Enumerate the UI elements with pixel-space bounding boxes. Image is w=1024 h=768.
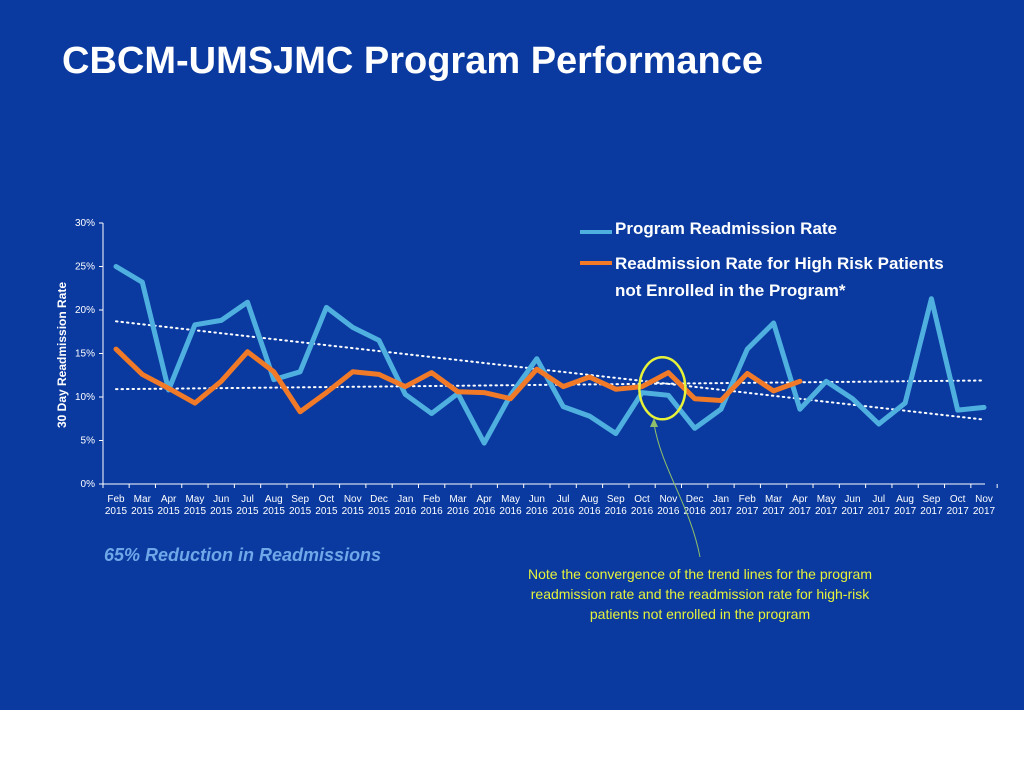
x-tick-year: 2015 [131, 506, 154, 517]
legend-label-high-risk-line1: Readmission Rate for High Risk Patients [615, 254, 944, 273]
x-tick-month: Jun [213, 494, 229, 505]
convergence-note: Note the convergence of the trend lines … [528, 566, 872, 622]
x-tick-month: Aug [896, 494, 914, 505]
reduction-subtitle: 65% Reduction in Readmissions [104, 545, 382, 565]
x-tick-month: Feb [739, 494, 757, 505]
x-tick-month: Apr [792, 494, 808, 505]
x-tick-year: 2015 [368, 506, 391, 517]
x-tick-year: 2015 [289, 506, 312, 517]
x-tick-year: 2016 [552, 506, 575, 517]
x-tick-year: 2017 [868, 506, 891, 517]
x-tick-year: 2017 [710, 506, 733, 517]
x-tick-month: Nov [344, 494, 362, 505]
x-tick-month: Nov [659, 494, 677, 505]
x-tick-month: Sep [607, 494, 625, 505]
x-tick-month: Aug [581, 494, 599, 505]
x-tick-month: May [185, 494, 204, 505]
x-tick-year: 2015 [342, 506, 365, 517]
annotation [638, 356, 701, 558]
legend-label-high-risk-line2: not Enrolled in the Program* [615, 281, 846, 300]
x-tick-month: Feb [423, 494, 441, 505]
x-tick-year: 2017 [789, 506, 812, 517]
line-chart: 0% 5% 10% 15% 20% 25% 30% 30 Day Readmission Ra… [55, 218, 998, 558]
x-tick-year: 2016 [421, 506, 444, 517]
x-tick-year: 2017 [947, 506, 970, 517]
y-tick-label: 10% [75, 392, 95, 403]
y-tick-label: 0% [81, 479, 96, 490]
y-axis-title: 30 Day Readmission Rate [55, 282, 69, 428]
x-tick-month: Jun [844, 494, 860, 505]
x-tick-year: 2016 [657, 506, 680, 517]
x-tick-year: 2016 [447, 506, 470, 517]
y-tick-label: 20% [75, 305, 95, 316]
x-tick-year: 2016 [631, 506, 654, 517]
slide-title: CBCM-UMSJMC Program Performance [62, 40, 764, 82]
footer-strip [0, 710, 1024, 768]
y-tick-label: 5% [81, 436, 96, 447]
legend-label-program: Program Readmission Rate [615, 219, 837, 238]
x-tick-year: 2015 [236, 506, 259, 517]
series-program-readmission [113, 264, 987, 446]
x-tick-month: Sep [922, 494, 940, 505]
x-tick-year: 2015 [157, 506, 180, 517]
x-tick-year: 2016 [473, 506, 496, 517]
x-tick-year: 2017 [762, 506, 785, 517]
x-tick-year: 2016 [499, 506, 522, 517]
annotation-pointer-line [653, 423, 701, 558]
x-tick-year: 2017 [920, 506, 943, 517]
x-tick-year: 2016 [526, 506, 549, 517]
x-tick-year: 2017 [736, 506, 759, 517]
y-axis: 0% 5% 10% 15% 20% 25% 30% 30 Day Readmission Ra… [55, 218, 104, 490]
x-tick-year: 2015 [105, 506, 128, 517]
x-tick-year: 2015 [263, 506, 286, 517]
x-tick-month: Jun [529, 494, 545, 505]
y-tick-label: 25% [75, 262, 95, 273]
x-tick-month: Mar [449, 494, 467, 505]
x-axis: Feb2015Mar2015Apr2015May2015Jun2015Jul20… [102, 483, 998, 517]
annotation-arrowhead [650, 418, 658, 427]
x-tick-month: Jul [872, 494, 885, 505]
x-tick-year: 2016 [394, 506, 417, 517]
x-tick-year: 2017 [841, 506, 864, 517]
x-tick-month: Dec [686, 494, 704, 505]
x-tick-month: Dec [370, 494, 388, 505]
x-tick-year: 2017 [894, 506, 917, 517]
x-tick-month: Jul [241, 494, 254, 505]
x-tick-month: Apr [476, 494, 492, 505]
x-tick-month: Oct [634, 494, 650, 505]
x-tick-month: Feb [107, 494, 125, 505]
y-tick-label: 30% [75, 218, 95, 229]
x-tick-year: 2015 [315, 506, 338, 517]
x-tick-year: 2016 [605, 506, 628, 517]
series-lines [113, 264, 987, 446]
x-tick-year: 2016 [684, 506, 707, 517]
x-tick-month: May [501, 494, 520, 505]
x-tick-year: 2017 [815, 506, 838, 517]
legend-label-high-risk: Readmission Rate for High Risk Patients n… [615, 254, 944, 300]
x-tick-month: Nov [975, 494, 993, 505]
x-tick-month: Jan [713, 494, 729, 505]
x-tick-year: 2016 [578, 506, 601, 517]
x-tick-month: Sep [291, 494, 309, 505]
x-tick-month: Apr [161, 494, 177, 505]
x-tick-month: Mar [134, 494, 152, 505]
slide: CBCM-UMSJMC Program Performance 0% 5% 10% 1… [0, 0, 1024, 710]
trendline-program [115, 320, 985, 421]
y-tick-label: 15% [75, 349, 95, 360]
x-tick-year: 2015 [210, 506, 233, 517]
x-tick-month: Oct [950, 494, 966, 505]
x-tick-month: May [817, 494, 836, 505]
trendlines [115, 320, 985, 421]
x-tick-month: Oct [319, 494, 335, 505]
x-tick-year: 2017 [973, 506, 996, 517]
x-tick-year: 2015 [184, 506, 207, 517]
x-tick-month: Jul [557, 494, 570, 505]
x-tick-month: Aug [265, 494, 283, 505]
x-tick-month: Jan [397, 494, 413, 505]
legend: Program Readmission Rate Readmission Rat… [580, 219, 944, 300]
x-tick-month: Mar [765, 494, 783, 505]
series-high-risk-not-enrolled [113, 346, 803, 415]
highlight-circle [638, 356, 687, 421]
